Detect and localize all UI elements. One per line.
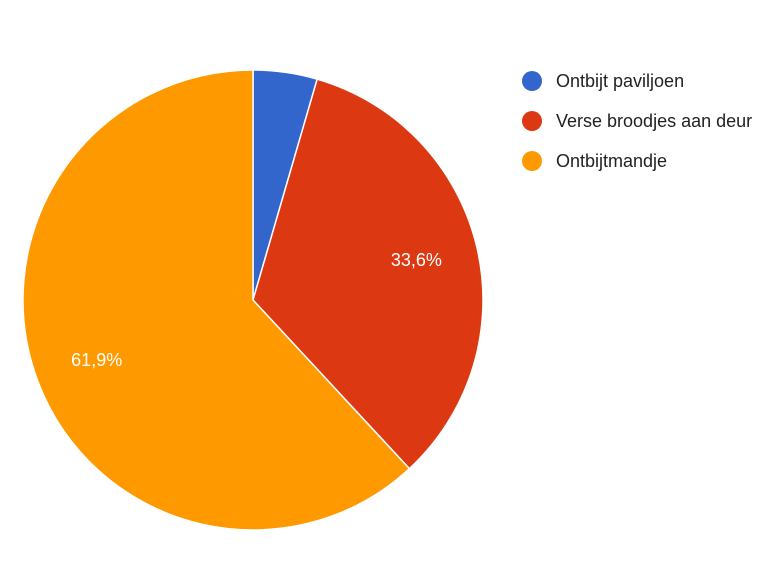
legend-item: Verse broodjes aan deur	[522, 106, 772, 136]
pie-slice	[22, 69, 411, 531]
legend-label: Ontbijtmandje	[556, 151, 668, 171]
legend-label: Verse broodjes aan deur	[556, 111, 753, 131]
slice-label: 61,9%	[71, 350, 122, 370]
slice-label: 33,6%	[391, 250, 442, 270]
legend: Ontbijt paviljoen Verse broodjes aan deur…	[522, 66, 772, 186]
legend-item: Ontbijtmandje	[522, 146, 772, 176]
legend-label: Ontbijt paviljoen	[556, 71, 685, 91]
legend-swatch	[522, 71, 542, 91]
pie-slice	[252, 78, 484, 470]
legend-item: Ontbijt paviljoen	[522, 66, 772, 96]
legend-swatch	[522, 151, 542, 171]
legend-swatch	[522, 111, 542, 131]
